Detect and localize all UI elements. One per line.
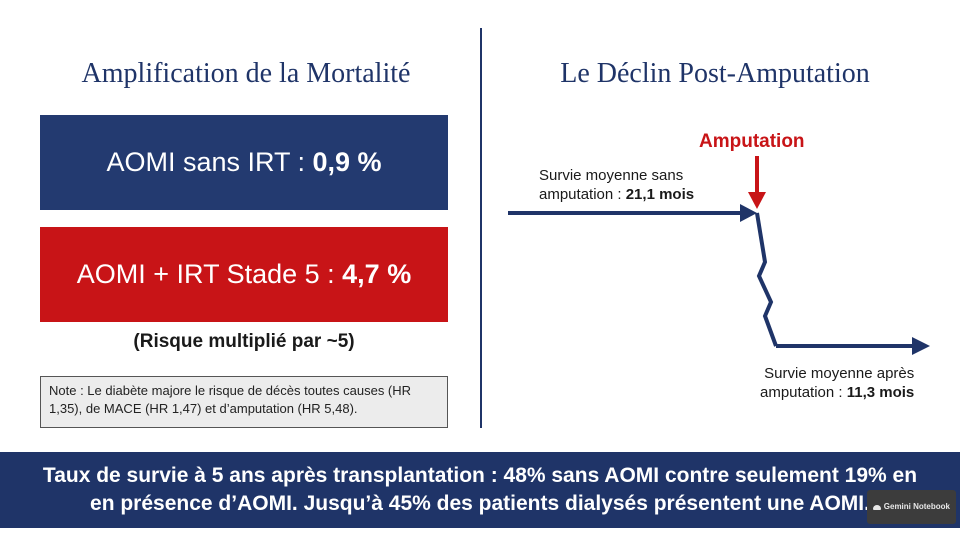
survival-before-line2: amputation : 21,1 mois [539, 185, 694, 204]
survival-before-line1: Survie moyenne sans [539, 167, 684, 184]
survival-drop-line [755, 212, 778, 347]
survival-after-label: Survie moyenne après amputation : 11,3 m… [760, 364, 914, 402]
notebook-badge: Gemini Notebook [866, 490, 956, 524]
diabetes-note: Note : Le diabète majore le risque de dé… [40, 376, 448, 428]
survival-before-value: 21,1 mois [625, 186, 695, 203]
summary-banner-line2: en présence d’AOMI. Jusqu’à 45% des pati… [90, 492, 870, 515]
survival-decline-diagram [508, 156, 930, 355]
summary-banner-line1: Taux de survie à 5 ans après transplanta… [42, 464, 918, 487]
survival-before-label: Survie moyenne sans amputation : 21,1 mo… [539, 166, 694, 204]
survival-before-arrowhead [740, 204, 757, 222]
survival-after-line1: Survie moyenne après [764, 365, 915, 382]
notebook-badge-text: Gemini Notebook [883, 502, 950, 511]
survival-before-prefix: amputation : [539, 186, 626, 203]
survival-after-value: 11,3 mois [846, 384, 915, 401]
stat-box-without-irt-value: 0,9 % [312, 147, 382, 177]
left-panel-title: Amplification de la Mortalité [81, 58, 411, 89]
survival-after-line2: amputation : 11,3 mois [760, 383, 914, 402]
survival-after-prefix: amputation : [760, 384, 847, 401]
stat-box-with-irt-value: 4,7 % [342, 259, 412, 289]
cloud-icon [872, 504, 881, 510]
panel-divider [480, 28, 482, 428]
amputation-arrowhead [748, 192, 766, 209]
risk-multiplier-text: (Risque multiplié par ~5) [133, 331, 355, 352]
stat-box-without-irt: AOMI sans IRT : 0,9 % [40, 115, 448, 210]
stat-box-with-irt: AOMI + IRT Stade 5 : 4,7 % [40, 227, 448, 322]
right-panel-title: Le Déclin Post-Amputation [560, 58, 870, 89]
amputation-label: Amputation [699, 131, 805, 152]
summary-banner: Taux de survie à 5 ans après transplanta… [0, 452, 960, 528]
stat-box-with-irt-label: AOMI + IRT Stade 5 : [76, 259, 343, 289]
survival-after-arrowhead [912, 337, 930, 355]
stat-box-without-irt-label: AOMI sans IRT : [106, 147, 313, 177]
